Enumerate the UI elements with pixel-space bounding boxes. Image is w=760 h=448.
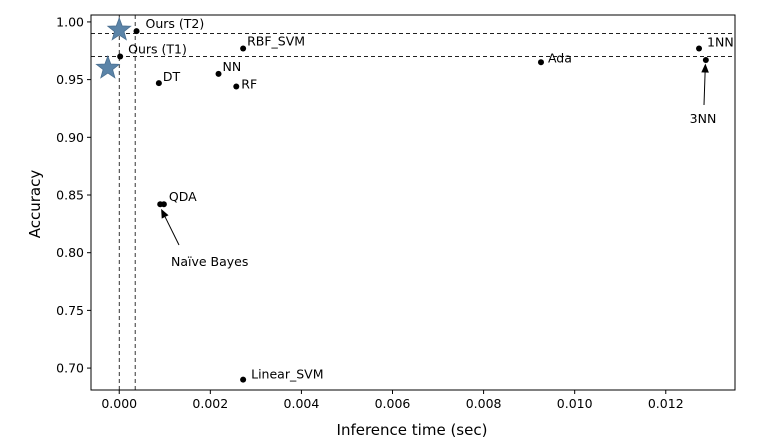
x-tick-label: 0.010 bbox=[557, 396, 593, 411]
data-point bbox=[233, 83, 240, 90]
y-axis-label: Accuracy bbox=[26, 170, 44, 239]
data-point bbox=[117, 53, 124, 60]
plot-frame bbox=[90, 14, 736, 391]
data-point bbox=[537, 59, 544, 66]
point-label: Linear_SVM bbox=[251, 367, 323, 382]
annotation-arrow-head bbox=[161, 208, 169, 219]
x-tick-label: 0.012 bbox=[648, 396, 684, 411]
annotations: Naïve Bayes 3NN bbox=[161, 63, 716, 269]
x-axis-label: Inference time (sec) bbox=[337, 421, 488, 439]
point-label: 1NN bbox=[707, 34, 734, 49]
point-label: RF bbox=[241, 77, 257, 92]
star-marker bbox=[95, 54, 121, 79]
x-tick-label: 0.002 bbox=[192, 396, 228, 411]
data-point bbox=[155, 80, 162, 87]
x-axis-ticks: 0.000 0.002 0.004 0.006 0.008 0.010 0.012 bbox=[101, 390, 684, 411]
point-labels: Ours (T2) Ours (T1) RBF_SVM DT NN RF Ada 1NN QDA… bbox=[128, 16, 734, 381]
y-tick-label: 0.90 bbox=[56, 130, 84, 145]
annotation-arrow-line bbox=[703, 72, 706, 106]
point-label: Ours (T2) bbox=[146, 16, 205, 31]
x-tick-label: 0.006 bbox=[375, 396, 411, 411]
point-label: DT bbox=[163, 69, 181, 84]
star-marker bbox=[106, 16, 132, 41]
y-tick-label: 0.80 bbox=[56, 245, 84, 260]
annotation-label: Naïve Bayes bbox=[171, 254, 248, 269]
data-point bbox=[240, 376, 247, 383]
point-label: Ours (T1) bbox=[128, 42, 187, 57]
x-tick-label: 0.004 bbox=[284, 396, 320, 411]
data-point bbox=[157, 201, 164, 208]
x-tick-label: 0.000 bbox=[101, 396, 137, 411]
point-label: QDA bbox=[169, 189, 197, 204]
data-point bbox=[240, 45, 247, 52]
point-label: RBF_SVM bbox=[247, 33, 305, 48]
data-point bbox=[215, 70, 222, 77]
data-points bbox=[117, 28, 709, 383]
y-axis-ticks: 0.70 0.75 0.80 0.85 0.90 0.95 1.00 bbox=[56, 14, 91, 376]
star-markers bbox=[95, 16, 132, 79]
y-tick-label: 0.75 bbox=[56, 303, 84, 318]
point-label: Ada bbox=[548, 50, 572, 65]
y-tick-label: 1.00 bbox=[56, 14, 84, 29]
data-point bbox=[702, 57, 709, 63]
y-tick-label: 0.85 bbox=[56, 188, 84, 203]
reference-lines bbox=[91, 15, 735, 390]
annotation-arrow-head bbox=[701, 63, 709, 73]
point-label: NN bbox=[223, 59, 242, 74]
annotation-label: 3NN bbox=[690, 111, 717, 126]
x-tick-label: 0.008 bbox=[466, 396, 502, 411]
data-point bbox=[133, 28, 140, 35]
y-tick-label: 0.95 bbox=[56, 72, 84, 87]
data-point bbox=[696, 45, 703, 52]
annotation-arrow-line bbox=[164, 216, 180, 246]
y-tick-label: 0.70 bbox=[56, 361, 84, 376]
